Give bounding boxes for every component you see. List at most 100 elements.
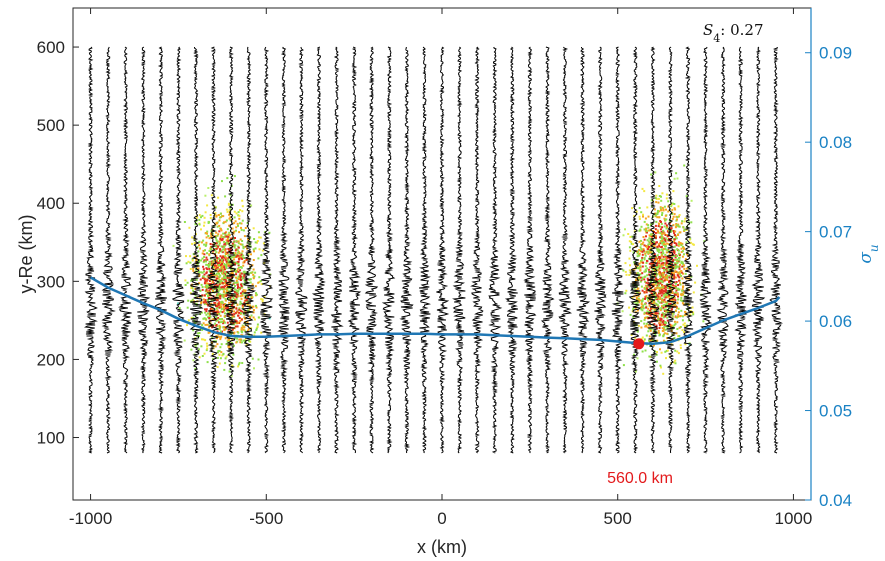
cluster-point xyxy=(637,297,640,300)
cluster-point xyxy=(684,272,687,275)
cluster-point xyxy=(642,248,645,251)
cluster-point xyxy=(253,367,255,370)
cluster-point xyxy=(214,287,216,290)
cluster-point xyxy=(225,271,228,273)
cluster-point xyxy=(669,251,671,254)
cluster-point xyxy=(184,284,187,286)
cluster-point xyxy=(218,326,221,329)
cluster-point xyxy=(252,305,255,308)
cluster-point xyxy=(233,281,236,284)
cluster-point xyxy=(221,288,224,291)
cluster-point xyxy=(683,247,685,250)
cluster-point xyxy=(659,264,662,267)
cluster-point xyxy=(201,355,204,357)
cluster-point xyxy=(648,335,651,338)
cluster-point xyxy=(664,313,667,316)
cluster-point xyxy=(633,353,635,356)
cluster-point xyxy=(225,327,228,330)
cluster-point xyxy=(206,204,209,207)
cluster-point xyxy=(240,226,242,229)
cluster-point xyxy=(222,310,225,313)
cluster-point xyxy=(680,222,683,225)
cluster-point xyxy=(658,287,661,290)
cluster-point xyxy=(212,282,215,285)
cluster-point xyxy=(210,248,213,251)
cluster-point xyxy=(189,268,192,270)
cluster-point xyxy=(648,248,651,251)
trace-line xyxy=(699,46,713,454)
cluster-point xyxy=(655,324,658,327)
cluster-point xyxy=(633,230,636,233)
cluster-point xyxy=(630,333,633,336)
cluster-point xyxy=(663,205,666,208)
cluster-point xyxy=(635,296,638,299)
cluster-point xyxy=(241,292,244,295)
cluster-point xyxy=(658,257,661,259)
cluster-point xyxy=(217,304,220,306)
cluster-point xyxy=(654,312,657,315)
cluster-point xyxy=(656,212,659,215)
cluster-point xyxy=(639,299,642,302)
cluster-point xyxy=(235,279,238,282)
cluster-point xyxy=(192,359,195,362)
cluster-point xyxy=(190,316,193,319)
cluster-point xyxy=(245,298,248,301)
cluster-point xyxy=(660,258,662,261)
cluster-point xyxy=(206,285,209,288)
cluster-point xyxy=(674,291,677,294)
cluster-point xyxy=(651,272,654,275)
cluster-point xyxy=(675,265,678,268)
cluster-point xyxy=(215,267,218,269)
cluster-point xyxy=(668,281,670,284)
cluster-point xyxy=(243,235,246,238)
cluster-point xyxy=(641,187,644,190)
cluster-point xyxy=(682,323,685,326)
cluster-point xyxy=(654,212,657,215)
cluster-point xyxy=(247,252,250,255)
cluster-point xyxy=(644,254,647,257)
cluster-point xyxy=(680,247,683,250)
cluster-point xyxy=(655,259,658,262)
trace-line xyxy=(364,46,379,454)
cluster-point xyxy=(221,293,224,296)
cluster-point xyxy=(652,313,655,316)
cluster-point xyxy=(650,258,653,261)
cluster-point xyxy=(657,331,660,334)
cluster-point xyxy=(217,286,219,289)
cluster-point xyxy=(198,244,200,247)
cluster-point xyxy=(661,226,664,229)
cluster-point xyxy=(221,238,224,241)
cluster-point xyxy=(669,339,672,342)
cluster-point xyxy=(209,307,212,310)
cluster-point xyxy=(678,243,681,245)
cluster-point xyxy=(645,322,648,325)
cluster-point xyxy=(227,298,230,300)
cluster-point xyxy=(657,329,660,332)
cluster-point xyxy=(219,321,222,324)
cluster-point xyxy=(676,306,678,309)
cluster-point xyxy=(678,225,681,228)
cluster-point xyxy=(683,229,686,232)
cluster-point xyxy=(216,312,219,315)
cluster-point xyxy=(643,238,646,241)
cluster-point xyxy=(661,272,664,275)
cluster-point xyxy=(220,279,223,282)
cluster-point xyxy=(202,301,205,304)
cluster-point xyxy=(656,273,658,276)
cluster-point xyxy=(659,320,662,323)
cluster-point xyxy=(649,325,652,328)
cluster-point xyxy=(673,324,676,327)
cluster-point xyxy=(207,284,210,287)
cluster-point xyxy=(228,315,231,318)
cluster-point xyxy=(629,235,632,238)
cluster-point xyxy=(654,260,656,263)
cluster-point xyxy=(239,309,242,312)
cluster-point xyxy=(676,260,679,263)
cluster-point xyxy=(231,276,233,279)
cluster-point xyxy=(638,207,641,209)
cluster-point xyxy=(661,289,664,292)
cluster-point xyxy=(666,261,669,264)
cluster-point xyxy=(185,255,187,258)
cluster-point xyxy=(258,248,261,251)
cluster-point xyxy=(228,287,230,289)
